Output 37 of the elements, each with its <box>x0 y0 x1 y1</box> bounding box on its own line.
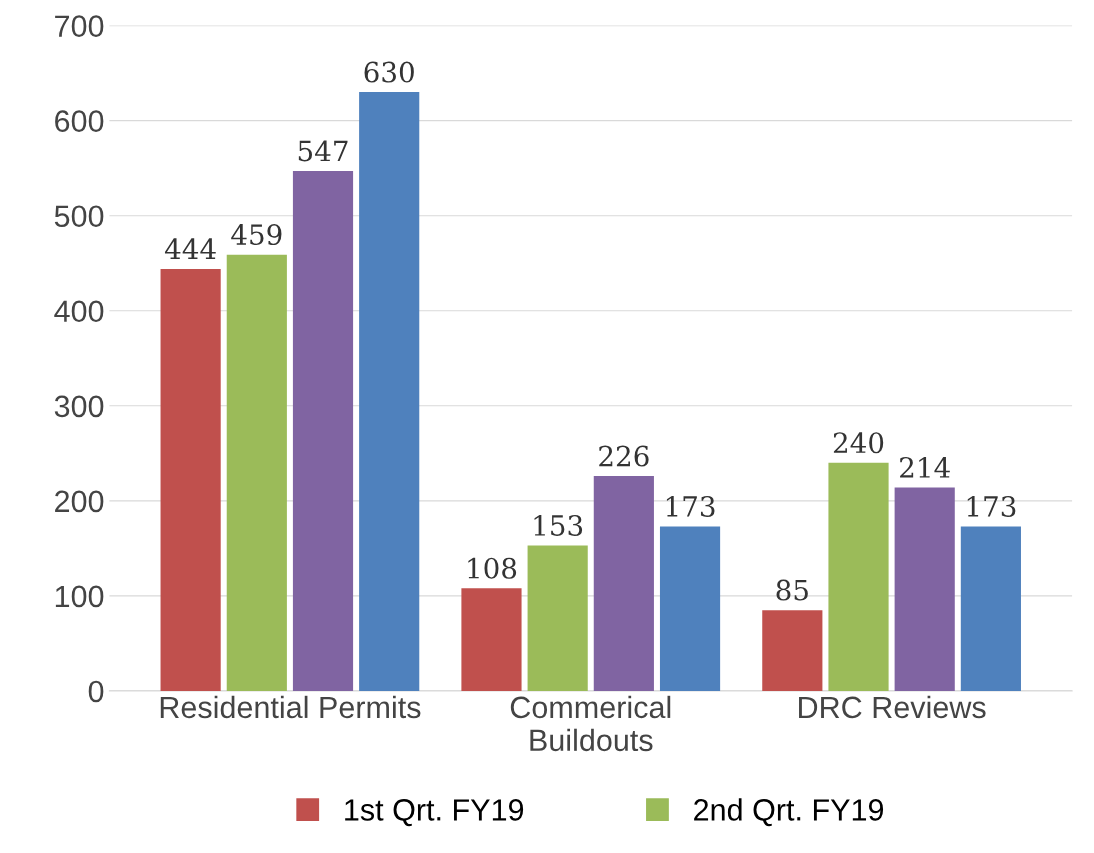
data-label: 153 <box>534 514 583 536</box>
bar <box>359 92 420 691</box>
bar <box>828 462 889 691</box>
y-tick-label: 700 <box>55 15 104 37</box>
data-label: 240 <box>833 432 884 454</box>
legend-label: 2nd Qrt. FY19 <box>694 798 884 827</box>
bar <box>659 526 721 691</box>
x-tick-label: Residential Permits <box>160 695 421 719</box>
y-tick-label: 600 <box>55 110 104 133</box>
x-tick-label: DRC Reviews <box>799 695 986 719</box>
x-tick-label: Commerical Buildouts <box>510 695 671 752</box>
data-label: 459 <box>231 224 282 246</box>
bar <box>960 526 1021 691</box>
bar <box>461 588 522 691</box>
data-label: 547 <box>298 140 348 162</box>
bar <box>292 171 354 691</box>
y-tick-label: 0 <box>88 680 104 703</box>
bar <box>894 487 955 691</box>
y-tick-label: 200 <box>55 490 104 513</box>
data-label: 630 <box>364 61 414 83</box>
legend-label: 1st Qrt. FY19 <box>345 799 524 827</box>
y-tick-label: 300 <box>54 395 104 418</box>
bar <box>160 268 221 691</box>
y-tick-label: 100 <box>55 585 104 608</box>
y-tick-label: 500 <box>54 205 104 228</box>
data-label: 108 <box>468 557 517 579</box>
bar <box>226 254 287 691</box>
bar <box>527 545 588 691</box>
data-label: 85 <box>776 579 808 601</box>
bar <box>593 476 654 691</box>
y-tick-label: 400 <box>54 300 104 323</box>
data-label: 444 <box>164 238 216 259</box>
bar <box>762 610 823 691</box>
data-label: 173 <box>666 495 715 517</box>
data-label: 173 <box>967 495 1016 517</box>
data-label: 214 <box>900 456 950 478</box>
data-label: 226 <box>599 445 649 467</box>
